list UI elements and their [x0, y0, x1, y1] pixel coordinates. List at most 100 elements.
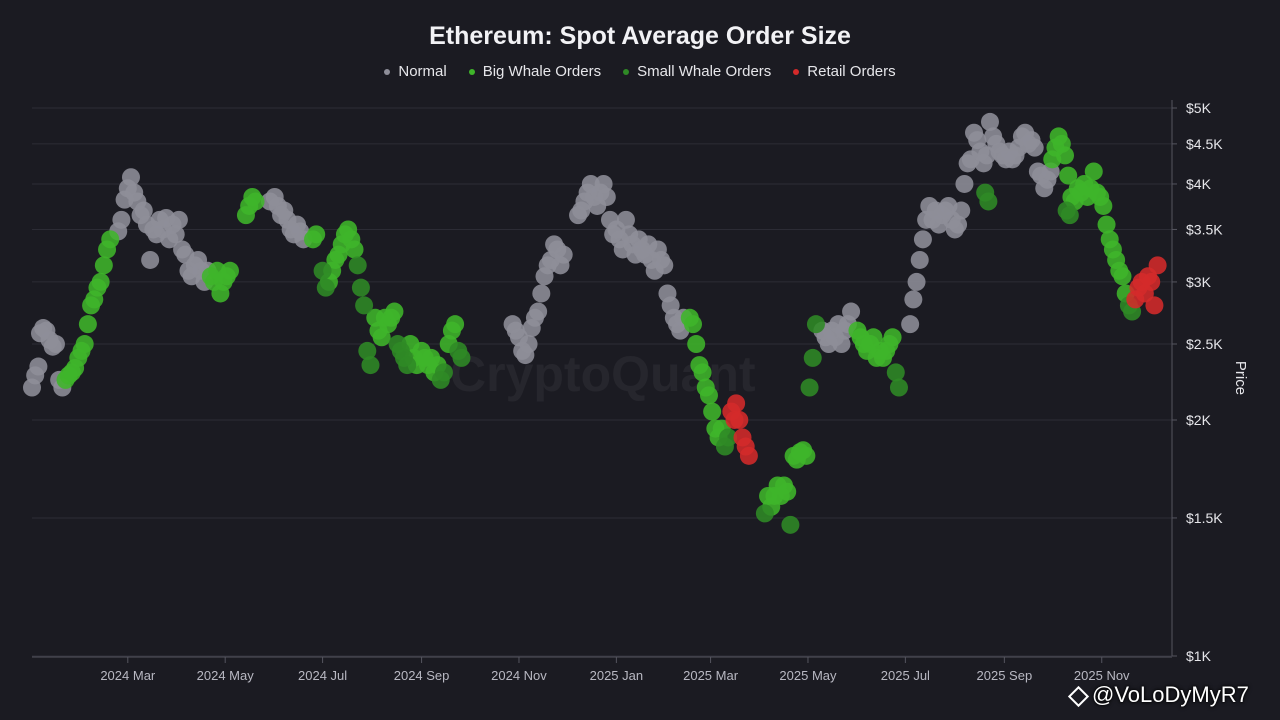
- big-whale-point: [220, 261, 239, 280]
- small-whale-point: [803, 348, 822, 367]
- y-tick-label: $4K: [1186, 176, 1212, 192]
- legend-item-small-whale[interactable]: Small Whale Orders: [623, 63, 771, 80]
- big-whale-point: [78, 315, 97, 334]
- small-whale-point: [452, 348, 471, 367]
- y-axis-label: Price: [1232, 361, 1249, 395]
- x-tick-label: 2025 Jul: [881, 668, 930, 683]
- binance-icon: [1068, 686, 1086, 704]
- normal-point: [134, 201, 153, 220]
- credit-text: @VoLoDyMyR7: [1092, 682, 1249, 707]
- normal-point: [112, 210, 131, 229]
- big-whale-point: [1094, 196, 1113, 215]
- big-whale-point: [797, 446, 816, 465]
- normal-point: [529, 302, 548, 321]
- small-whale-point: [434, 363, 453, 382]
- normal-point: [1025, 138, 1044, 157]
- big-whale-point: [385, 302, 404, 321]
- retail-point: [1142, 272, 1161, 291]
- legend: Normal Big Whale Orders Small Whale Orde…: [0, 63, 1280, 80]
- x-tick-label: 2025 Sep: [977, 668, 1033, 683]
- axes: $1K $1.5K $2K $2.5K $3K $3.5K $4K $4.5K $5K 2024 …: [32, 100, 1223, 683]
- big-whale-point: [1084, 162, 1103, 181]
- big-whale-point: [693, 363, 712, 382]
- legend-item-big-whale[interactable]: Big Whale Orders: [468, 63, 602, 80]
- normal-point: [121, 168, 140, 187]
- chart-title: Ethereum: Spot Average Order Size: [429, 22, 851, 50]
- legend-label-normal: Normal: [398, 63, 447, 80]
- small-whale-point: [361, 356, 380, 375]
- normal-point: [913, 230, 932, 249]
- x-tick-label: 2024 Mar: [100, 668, 156, 683]
- y-tick-label: $2.5K: [1186, 336, 1223, 352]
- small-whale-point: [358, 341, 377, 360]
- small-whale-point: [806, 315, 825, 334]
- normal-point: [955, 174, 974, 193]
- big-whale-point: [1059, 166, 1078, 185]
- small-whale-point: [316, 278, 335, 297]
- x-tick-label: 2024 Nov: [491, 668, 547, 683]
- normal-point: [519, 335, 538, 354]
- y-tick-label: $1.5K: [1186, 510, 1223, 526]
- retail-point: [739, 446, 758, 465]
- normal-point: [46, 335, 65, 354]
- legend-label-small-whale: Small Whale Orders: [637, 63, 772, 80]
- normal-point: [904, 290, 923, 309]
- y-tick-label: $2K: [1186, 412, 1212, 428]
- big-whale-point: [1056, 146, 1075, 165]
- y-tick-label: $5K: [1186, 100, 1212, 116]
- small-whale-point: [889, 378, 908, 397]
- y-tick-label: $4.5K: [1186, 136, 1223, 152]
- normal-point: [910, 250, 929, 269]
- x-tick-label: 2025 Jan: [590, 668, 644, 683]
- big-whale-point: [246, 192, 265, 211]
- normal-point: [616, 210, 635, 229]
- big-whale-point: [687, 335, 706, 354]
- x-tick-label: 2024 May: [197, 668, 255, 683]
- x-tick-label: 2025 Nov: [1074, 668, 1130, 683]
- big-whale-point: [101, 230, 120, 249]
- big-whale-point: [345, 240, 364, 259]
- big-whale-point: [1097, 215, 1116, 234]
- big-whale-point: [75, 335, 94, 354]
- big-whale-point: [94, 256, 113, 275]
- legend-dot-normal: [384, 68, 391, 75]
- big-whale-point: [864, 328, 883, 347]
- normal-point: [532, 284, 551, 303]
- normal-point: [169, 210, 188, 229]
- normal-point: [655, 256, 674, 275]
- normal-point: [554, 245, 573, 264]
- legend-label-big-whale: Big Whale Orders: [482, 63, 602, 80]
- normal-point: [949, 215, 968, 234]
- small-whale-point: [800, 378, 819, 397]
- small-whale-point: [351, 278, 370, 297]
- small-whale-point: [313, 261, 332, 280]
- retail-point: [730, 410, 749, 429]
- x-tick-label: 2024 Sep: [394, 668, 450, 683]
- small-whale-point: [979, 192, 998, 211]
- big-whale-point: [1113, 267, 1132, 286]
- small-whale-point: [355, 296, 374, 315]
- normal-point: [842, 302, 861, 321]
- small-whale-point: [755, 504, 774, 523]
- legend-dot-retail: [793, 68, 800, 75]
- small-whale-point: [398, 356, 417, 375]
- normal-point: [901, 315, 920, 334]
- legend-dot-small-whale: [623, 68, 630, 75]
- normal-point: [166, 225, 185, 244]
- normal-point: [597, 187, 616, 206]
- x-tick-label: 2025 Mar: [683, 668, 739, 683]
- retail-point: [727, 394, 746, 413]
- normal-point: [29, 357, 48, 376]
- big-whale-point: [446, 315, 465, 334]
- legend-item-normal[interactable]: Normal: [384, 63, 447, 80]
- y-tick-label: $1K: [1186, 648, 1212, 664]
- legend-item-retail[interactable]: Retail Orders: [793, 63, 896, 80]
- y-tick-label: $3.5K: [1186, 221, 1223, 237]
- small-whale-point: [1060, 206, 1079, 225]
- legend-dot-big-whale: [468, 68, 475, 75]
- big-whale-point: [883, 328, 902, 347]
- small-whale-point: [781, 515, 800, 534]
- normal-point: [952, 201, 971, 220]
- retail-point: [1148, 256, 1167, 275]
